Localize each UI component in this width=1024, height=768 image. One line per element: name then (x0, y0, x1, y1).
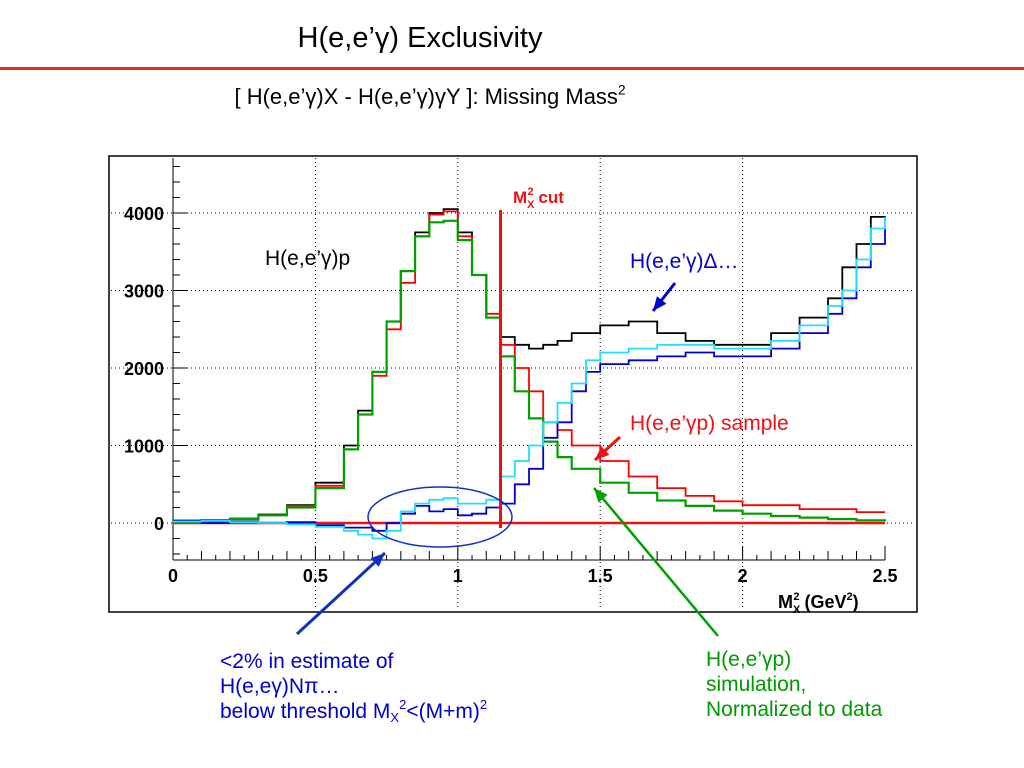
x-axis-label: MX2 (GeV2) (778, 591, 859, 616)
sample-annotation: H(e,e’γp) sample (630, 412, 789, 435)
simulation-arrow-head (594, 488, 608, 503)
threshold-sup-2: 2 (479, 696, 488, 712)
simulation-note-line-2: simulation, (706, 673, 807, 696)
delta-arrow-head (653, 296, 667, 311)
y-tick-label: 2000 (124, 359, 164, 379)
slide-subtitle: [ H(e,e’γ)X - H(e,e’γ)γY ]: Missing Mass… (0, 82, 860, 110)
threshold-note-line-3: below threshold MX2<(M+m)2 (220, 696, 488, 725)
sample-arrow-head (595, 446, 610, 460)
axes: 0 1000 2000 3000 4000 0 0.5 1 1.5 2 2.5 MX2 (GeV2) (124, 158, 898, 616)
y-tick-label: 1000 (124, 437, 164, 457)
plot-frame (108, 155, 918, 613)
threshold-arrow-head (370, 553, 385, 567)
ep-annotation: H(e,e’γ)p (265, 247, 350, 270)
threshold-arrow (295, 551, 387, 636)
x-tick-label: 0.5 (303, 566, 328, 586)
threshold-ellipse (367, 486, 513, 548)
overlay-layer: MX2 cut H(e,e’γ)p H(e,e’γ)Δ… H(e,e’γp) samp… (265, 186, 789, 637)
threshold-note: <2% in estimate of H(e,eγ)Nπ… below thre… (220, 649, 487, 724)
simulation-note-line-1: H(e,e’γp) (706, 648, 792, 671)
title-divider (0, 67, 1024, 70)
threshold-sup: 2 (399, 696, 407, 712)
grid (111, 158, 915, 610)
cut-label: MX2 cut (513, 186, 564, 211)
threshold-note-line-1: <2% in estimate of (220, 650, 394, 673)
x-tick-label: 2 (738, 566, 748, 586)
threshold-text-2: <(M+m) (406, 700, 480, 723)
x-tick-label: 0 (168, 566, 178, 586)
y-tick-label: 3000 (124, 282, 164, 302)
simulation-note: H(e,e’γp) simulation, Normalized to data (706, 647, 882, 722)
series-cyan (173, 216, 886, 540)
threshold-note-line-2: H(e,eγ)Nπ… (220, 675, 340, 698)
x-tick-label: 1.5 (588, 566, 613, 586)
y-tick-label: 4000 (124, 204, 164, 224)
y-tick-label: 0 (154, 514, 164, 534)
subtitle-superscript: 2 (617, 82, 626, 98)
slide-title: H(e,e’γ) Exclusivity (297, 22, 543, 54)
x-tick-label: 2.5 (872, 566, 897, 586)
threshold-sub: X (390, 709, 400, 725)
x-tick-label: 1 (453, 566, 463, 586)
delta-annotation: H(e,e’γ)Δ… (630, 250, 739, 273)
simulation-arrow (593, 487, 719, 637)
simulation-note-line-3: Normalized to data (706, 698, 883, 721)
threshold-text: below threshold M (220, 700, 391, 723)
subtitle-text: [ H(e,e’γ)X - H(e,e’γ)γY ]: Missing Mass (234, 84, 618, 109)
